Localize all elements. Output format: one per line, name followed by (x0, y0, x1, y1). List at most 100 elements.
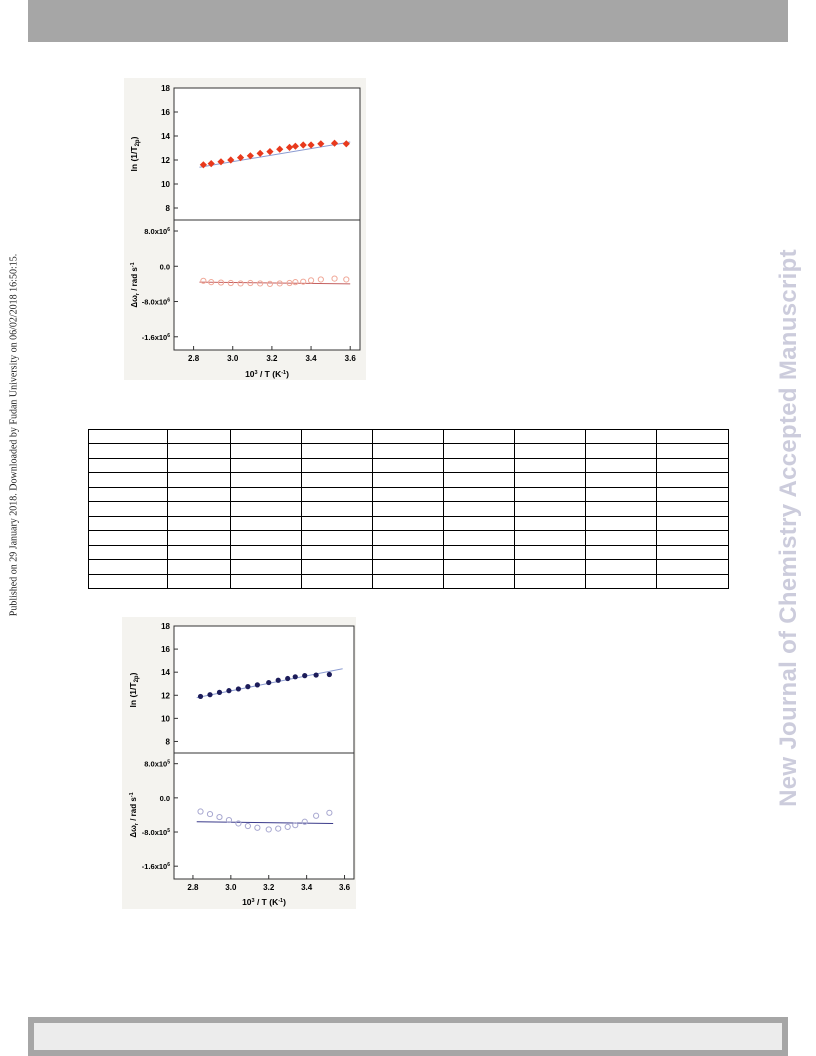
data-point (326, 671, 332, 678)
table-cell (514, 544, 586, 561)
table-cell (585, 457, 657, 474)
data-point (216, 689, 223, 695)
data-point (285, 675, 291, 682)
data-point (307, 277, 315, 284)
data-table-body (88, 428, 729, 590)
figure-1-bottom-axis: 8.0x106 0.0 -8.0x106 -1.6x106 (142, 227, 178, 342)
table-cell (656, 573, 729, 590)
table-cell (656, 544, 729, 561)
data-point (235, 686, 242, 692)
y-tick-label: 0.0 (160, 794, 170, 803)
table-cell (372, 559, 444, 575)
fit-line (199, 141, 351, 168)
y-tick-label: 12 (161, 156, 170, 165)
data-point (313, 672, 319, 678)
figure-1: 18 16 14 12 10 8 8.0x106 0.0 -8.0x106 -1.6x106 2… (124, 78, 366, 380)
table-cell (514, 457, 586, 474)
table-cell (372, 544, 444, 561)
data-point (217, 279, 225, 286)
y-tick-label: 12 (161, 691, 170, 700)
data-point (247, 279, 254, 287)
figure-1-bottom-panel (173, 219, 361, 351)
table-cell (514, 443, 586, 459)
table-cell (585, 544, 657, 561)
data-point (317, 140, 325, 148)
figure-1-top-axis: 18 16 14 12 10 8 (161, 84, 178, 213)
figure-1-top-ylabel: ln (1/T2p) (129, 136, 141, 171)
table-cell (167, 573, 231, 590)
x-tick-label: 2.8 (187, 883, 199, 892)
table-cell (443, 515, 515, 532)
table-cell (88, 472, 168, 488)
table-cell (656, 472, 729, 488)
table-cell (443, 559, 515, 575)
data-point (317, 276, 324, 283)
figure-2-top-marks (196, 668, 343, 700)
figure-2-bottom-marks (196, 808, 334, 833)
figure-2-bottom-panel (173, 752, 355, 880)
table-row (88, 457, 729, 474)
x-tick-label: 3.6 (345, 354, 357, 363)
figure-2: 18 16 14 12 10 8 8.0x105 0.0 -8.0x105 -1.6x106 2… (122, 617, 356, 909)
figure-2-x-axis: 2.8 3.0 3.2 3.4 3.6 (187, 875, 351, 892)
figure-1-xlabel: 103 / T (K-1) (245, 369, 289, 379)
data-point (275, 825, 282, 832)
table-cell (443, 573, 515, 590)
data-point (254, 824, 261, 831)
figure-2-top-ylabel: ln (1/T2p) (128, 672, 140, 707)
table-cell (230, 544, 302, 561)
table-cell (656, 501, 729, 517)
table-cell (88, 501, 168, 517)
table-cell (167, 559, 231, 575)
y-tick-label: 16 (161, 108, 170, 117)
table-cell (443, 472, 515, 488)
data-point (266, 679, 272, 686)
table-cell (301, 428, 373, 445)
table-cell (88, 515, 168, 532)
table-cell (443, 457, 515, 474)
table-cell (585, 501, 657, 517)
table-cell (656, 530, 729, 546)
data-table (88, 428, 729, 590)
figure-1-top-panel (173, 87, 361, 221)
table-cell (372, 573, 444, 590)
table-cell (301, 472, 373, 488)
table-cell (443, 486, 515, 503)
table-row (88, 486, 729, 503)
table-cell (230, 515, 302, 532)
table-cell (301, 544, 373, 561)
table-cell (656, 486, 729, 503)
table-cell (585, 530, 657, 546)
data-point (244, 822, 251, 830)
table-cell (372, 443, 444, 459)
data-point (276, 280, 283, 287)
data-point (330, 139, 339, 147)
y-tick-label: 18 (161, 622, 170, 631)
table-cell (301, 486, 373, 503)
data-point (291, 142, 299, 150)
table-cell (443, 443, 515, 459)
x-tick-label: 3.0 (227, 354, 239, 363)
table-cell (230, 428, 302, 445)
data-point (200, 277, 207, 284)
y-tick-label: -1.6x106 (142, 333, 170, 342)
table-cell (514, 573, 586, 590)
figure-2-svg: 18 16 14 12 10 8 8.0x105 0.0 -8.0x105 -1.6x106 2… (122, 617, 356, 909)
table-cell (88, 530, 168, 546)
table-cell (230, 573, 302, 590)
table-cell (230, 443, 302, 459)
table-row (88, 573, 729, 590)
table-cell (514, 486, 586, 503)
data-point (301, 818, 308, 825)
table-cell (585, 443, 657, 459)
table-cell (167, 501, 231, 517)
header-bar (28, 0, 788, 42)
figure-2-xlabel: 103 / T (K-1) (242, 897, 286, 907)
data-point (331, 275, 338, 282)
figure-2-top-axis: 18 16 14 12 10 8 (161, 622, 178, 746)
data-point (266, 280, 274, 287)
data-point (207, 692, 213, 698)
table-cell (88, 486, 168, 503)
table-cell (372, 457, 444, 474)
data-point (275, 677, 281, 683)
